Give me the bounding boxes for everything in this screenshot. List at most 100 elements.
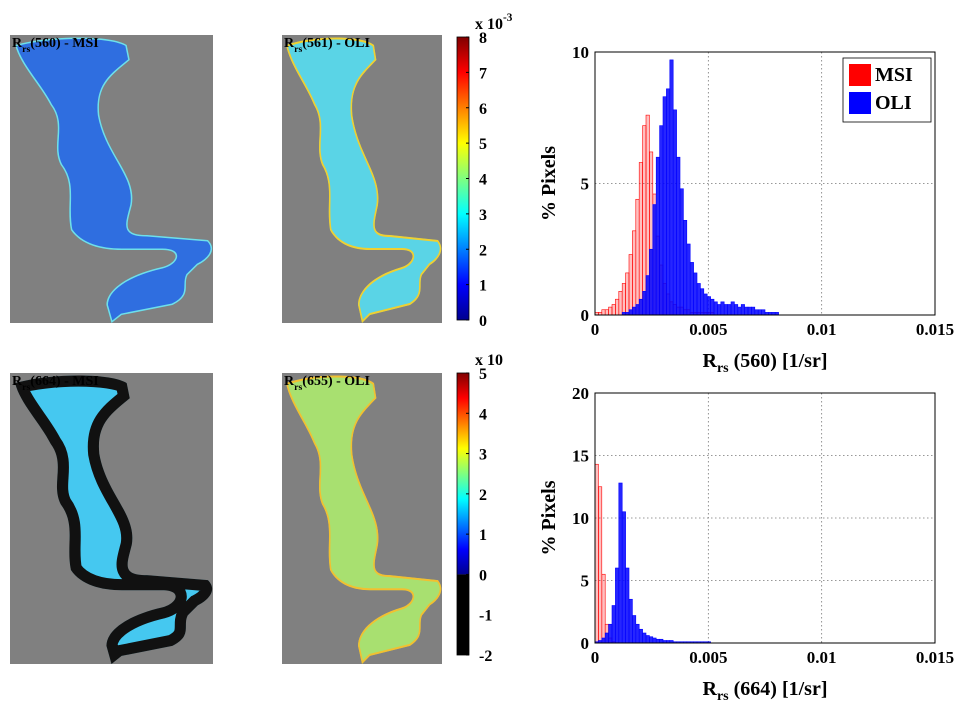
histogram-bar [615,298,620,316]
map-title-rest: (655) - OLI [302,374,370,389]
histogram-bar [608,623,613,644]
map-title: Rrs(560) - MSI [12,36,99,55]
colorbar-frame [456,372,470,656]
map-title-main: R [12,36,23,51]
histogram-bar [649,636,654,644]
colorbar-tick-label: 0 [479,313,487,330]
histogram-bar [683,220,688,316]
y-tick-label: 10 [572,509,589,528]
colorbar-tick-label: 8 [479,30,487,47]
histogram-bar [598,486,603,644]
histogram-bar [723,304,728,316]
colorbar-tick-label: 0 [479,567,487,584]
map-title-sub: rs [22,44,30,55]
histogram-bar [604,309,609,316]
histogram-bar [628,254,633,316]
colorbar-tick-label: 2 [479,487,487,504]
histogram-bar [710,298,715,316]
histogram-bar [632,230,637,316]
histogram-bar [679,188,684,316]
histogram-bar [642,125,647,316]
legend-swatch [849,92,871,114]
x-tick-label: 0.015 [916,648,954,667]
histogram-bar [618,482,623,644]
y-axis-label: % Pixels [538,146,560,221]
histogram-bar [666,88,671,316]
colorbar-tick-label: -2 [479,648,492,665]
multiplier-base: x 10 [475,352,503,369]
map-title: Rrs(561) - OLI [284,36,370,55]
colorbar-tick-label: -1 [479,608,492,625]
histogram-bar [628,598,633,644]
x-axis-label-sub: rs [717,361,729,376]
colorbar-tick-label: 5 [479,366,487,383]
map-title-main: R [12,374,23,389]
map-title-sub: rs [22,382,30,393]
histogram-bar [635,304,640,316]
histogram-bar [713,301,718,316]
histogram-bar [642,291,647,316]
x-tick-label: 0 [591,648,600,667]
histogram-bar [730,301,735,316]
x-tick-label: 0 [591,320,600,339]
x-tick-label: 0.015 [916,320,954,339]
histogram-bar [751,306,756,316]
histogram-bar [717,304,722,316]
map-title-main: R [284,36,295,51]
colorbar-tick-label: 7 [479,65,487,82]
histogram-bar [601,309,606,316]
y-tick-label: 20 [572,384,589,403]
colorbar-tick-label: 3 [479,447,487,464]
x-tick-label: 0.005 [689,320,727,339]
histogram-bar [740,304,745,316]
histogram-bar [761,309,766,316]
axes-frame [594,392,936,644]
y-tick-label: 0 [581,634,590,653]
y-tick-label: 10 [572,43,589,62]
y-axis-label: % Pixels [538,480,560,555]
map-title-rest: (560) - MSI [30,36,98,51]
legend-label: MSI [875,64,913,86]
histogram-bar [693,272,698,316]
histogram-bar [638,162,643,316]
y-tick-label: 5 [581,572,590,591]
histogram-bar [649,248,654,316]
histogram-bar [652,637,657,644]
histogram-bar [655,638,660,644]
colorbar-tick-label: 2 [479,242,487,259]
histogram-bar [754,309,759,316]
histogram-bar [638,628,643,644]
histogram-bar [594,463,599,644]
colorbar-tick-label: 1 [479,278,487,295]
x-axis-label: Rrs (664) [1/sr] [703,678,828,704]
histogram-bar [621,511,626,644]
x-axis-label: Rrs (560) [1/sr] [703,350,828,376]
histogram-bar [638,298,643,316]
legend-swatch [849,64,871,86]
histogram-bar [608,306,613,316]
x-tick-label: 0.005 [689,648,727,667]
map-title-rest: (561) - OLI [302,36,370,51]
histogram-bar [757,309,762,316]
histogram-bar [659,125,664,316]
colorbar-tick-label: 4 [479,172,487,189]
histogram-bar [645,275,650,316]
colorbar-tick-label: 3 [479,207,487,224]
map-title-main: R [284,374,295,389]
histogram-bar [628,309,633,316]
histogram-bar [655,156,660,316]
map-title-sub: rs [294,44,302,55]
histogram-bar [601,637,606,644]
histogram-bar [662,96,667,316]
colorbar-multiplier: x 10 [475,352,503,369]
axes-frame [594,51,936,316]
colorbar-tick-label: 5 [479,136,487,153]
histogram-bar [720,301,725,316]
histogram-bar [727,304,732,316]
legend-label: OLI [875,92,912,114]
x-tick-label: 0.01 [807,648,837,667]
colorbar-jet [457,373,469,575]
histogram-bar [672,109,677,316]
map-title: Rrs(664) - MSI [12,374,99,393]
